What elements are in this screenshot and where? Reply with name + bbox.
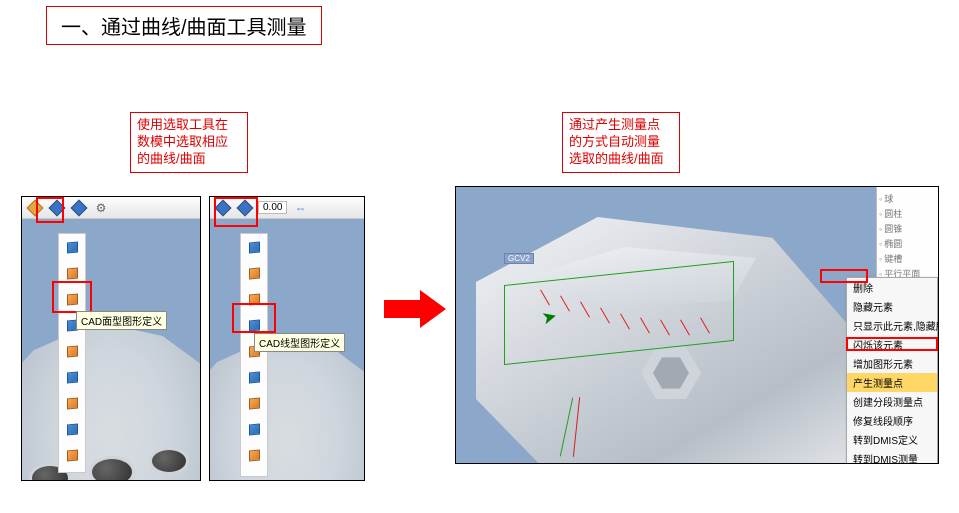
vtoolbar-button[interactable]	[62, 367, 82, 387]
tree-item-label: 圆锥	[884, 222, 902, 235]
screenshot-generate-points: GCV2 ➤ ◦球◦圆柱◦圆锥◦椭圆◦键槽◦平行平面◦曲线◦GCV2◦曲面◦正多…	[455, 186, 939, 464]
vtoolbar-button[interactable]	[62, 419, 82, 439]
cad-part-background	[209, 257, 365, 481]
vtoolbar-button[interactable]	[244, 445, 264, 465]
caption-left-line: 的曲线/曲面	[137, 151, 241, 168]
element-tag[interactable]: GCV2	[504, 253, 534, 264]
tree-item[interactable]: ◦圆柱	[879, 206, 936, 221]
caption-left-line: 数模中选取相应	[137, 134, 241, 151]
arrow-body	[384, 300, 420, 318]
tree-bullet-icon: ◦	[879, 254, 882, 264]
gear-icon[interactable]: ⚙	[92, 199, 110, 217]
tree-bullet-icon: ◦	[879, 239, 882, 249]
vtoolbar-button[interactable]	[244, 419, 264, 439]
context-menu-item[interactable]: 创建分段测量点	[847, 392, 937, 411]
vtoolbar-button[interactable]	[244, 237, 264, 257]
vtoolbar-button[interactable]	[62, 341, 82, 361]
vtoolbar-button[interactable]	[244, 315, 264, 335]
tooltip-surface: CAD面型图形定义	[76, 311, 167, 330]
caption-right: 通过产生测量点 的方式自动测量 选取的曲线/曲面	[562, 112, 680, 173]
caption-left-line: 使用选取工具在	[137, 117, 241, 134]
tree-item[interactable]: ◦椭圆	[879, 236, 936, 251]
context-menu-item[interactable]: 转到DMIS定义	[847, 430, 937, 449]
vtoolbar-button[interactable]	[244, 263, 264, 283]
tree-item-label: 键槽	[884, 252, 902, 265]
vtoolbar-button[interactable]	[62, 445, 82, 465]
context-menu-item[interactable]: 闪烁该元素	[847, 335, 937, 354]
context-menu-item[interactable]: 转到DMIS测量	[847, 449, 937, 464]
tree-item[interactable]: ◦圆锥	[879, 221, 936, 236]
vtoolbar-button[interactable]	[244, 289, 264, 309]
part-hole	[152, 450, 186, 472]
toolbar-icon[interactable]	[70, 199, 88, 217]
top-toolbar: ⚙	[22, 197, 200, 219]
cad-part-background	[21, 237, 201, 481]
vertical-toolbar	[58, 233, 86, 473]
numeric-field[interactable]: 0.00	[258, 201, 287, 214]
tree-item[interactable]: ◦键槽	[879, 251, 936, 266]
tree-bullet-icon: ◦	[879, 194, 882, 204]
vtoolbar-button-surface[interactable]	[62, 289, 82, 309]
context-menu-item[interactable]: 只显示此元素,隐藏所有	[847, 316, 937, 335]
tooltip-curve: CAD线型图形定义	[254, 333, 345, 352]
screenshot-toolbar-surface: ⚙ CAD面型图形定义	[21, 196, 201, 481]
vtoolbar-button[interactable]	[244, 393, 264, 413]
context-menu-item[interactable]: 产生测量点	[847, 373, 937, 392]
context-menu-item[interactable]: 隐藏元素	[847, 297, 937, 316]
vtoolbar-button[interactable]	[244, 367, 264, 387]
toolbar-icon[interactable]	[26, 199, 44, 217]
toolbar-icon[interactable]	[48, 199, 66, 217]
toolbar-icon[interactable]	[214, 199, 232, 217]
tree-item-label: 椭圆	[884, 237, 902, 250]
tree-item[interactable]: ◦球	[879, 191, 936, 206]
context-menu: 删除隐藏元素只显示此元素,隐藏所有闪烁该元素增加图形元素产生测量点创建分段测量点…	[846, 277, 938, 464]
toolbar-icon[interactable]: ⇔	[291, 199, 309, 217]
toolbar-icon[interactable]	[236, 199, 254, 217]
tree-bullet-icon: ◦	[879, 224, 882, 234]
caption-left: 使用选取工具在 数模中选取相应 的曲线/曲面	[130, 112, 248, 173]
caption-right-line: 的方式自动测量	[569, 134, 673, 151]
context-menu-item[interactable]: 修复线段顺序	[847, 411, 937, 430]
context-menu-item[interactable]: 增加图形元素	[847, 354, 937, 373]
vtoolbar-button[interactable]	[62, 263, 82, 283]
vertical-toolbar	[240, 233, 268, 477]
part-hole	[92, 459, 132, 481]
section-title: 一、通过曲线/曲面工具测量	[46, 6, 322, 45]
tree-item-label: 圆柱	[884, 207, 902, 220]
screenshot-toolbar-curve: 0.00 ⇔ CAD线型图形定义	[209, 196, 365, 481]
arrow-head	[420, 290, 446, 328]
caption-right-line: 通过产生测量点	[569, 117, 673, 134]
context-menu-item[interactable]: 删除	[847, 278, 937, 297]
top-toolbar: 0.00 ⇔	[210, 197, 364, 219]
tree-bullet-icon: ◦	[879, 209, 882, 219]
vtoolbar-button[interactable]	[62, 237, 82, 257]
tree-item-label: 球	[884, 192, 893, 205]
vtoolbar-button[interactable]	[62, 393, 82, 413]
caption-right-line: 选取的曲线/曲面	[569, 151, 673, 168]
viewport-3d[interactable]: GCV2 ➤	[456, 187, 876, 463]
